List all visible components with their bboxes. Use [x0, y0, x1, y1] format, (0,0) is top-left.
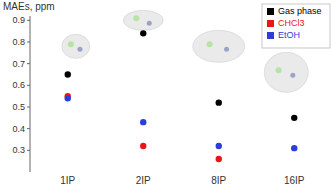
legend: Gas phase CHCl3 EtOH [262, 4, 330, 48]
y-tick [27, 85, 30, 86]
x-tick-label: 2IP [136, 175, 151, 186]
x-tick-label: 16IP [284, 175, 305, 186]
molecule-atom [77, 47, 82, 52]
legend-box [262, 4, 330, 48]
point [140, 119, 146, 125]
legend-swatch [267, 8, 274, 15]
y-tick [27, 42, 30, 43]
point [65, 71, 71, 77]
point [216, 143, 222, 149]
molecule-illustrations [62, 10, 309, 92]
legend-swatch [267, 20, 274, 27]
molecule-atom [276, 67, 282, 73]
legend-swatch [267, 32, 274, 39]
y-tick-label: 0.5 [12, 102, 25, 112]
y-tick-label: 0.7 [12, 59, 25, 69]
y-tick [27, 150, 30, 151]
y-tick [27, 107, 30, 108]
chart-container: 0.3 0.4 0.5 0.6 0.7 0.8 0.9 MAEs, ppm 1IP 2IP 8IP 1… [0, 0, 334, 189]
y-tick-label: 0.9 [12, 15, 25, 25]
molecule-atom [224, 47, 229, 52]
point [65, 95, 71, 101]
point [291, 115, 297, 121]
y-tick [27, 63, 30, 64]
y-tick [27, 20, 30, 21]
point [140, 30, 146, 36]
molecule-shell [62, 34, 90, 58]
molecule-atom [207, 41, 213, 47]
point [291, 145, 297, 151]
legend-label: EtOH [278, 30, 300, 40]
legend-label: Gas phase [278, 6, 322, 16]
molecule-shell [193, 30, 245, 62]
y-tick-label: 0.4 [12, 124, 25, 134]
y-axis-label: MAEs, ppm [3, 1, 55, 12]
chart-svg: 0.3 0.4 0.5 0.6 0.7 0.8 0.9 MAEs, ppm 1IP 2IP 8IP 1… [0, 0, 334, 189]
point [216, 156, 222, 162]
y-axis-line [30, 16, 31, 172]
y-tick [27, 128, 30, 129]
molecule-shell [264, 52, 308, 92]
molecule-shell [123, 10, 163, 30]
point [216, 99, 222, 105]
point [140, 143, 146, 149]
molecule-atom [133, 15, 139, 21]
legend-label: CHCl3 [278, 18, 305, 28]
molecule-atom [290, 73, 295, 78]
x-tick-label: 8IP [211, 175, 226, 186]
points [65, 30, 298, 162]
molecule-atom [68, 41, 74, 47]
molecule-atom [147, 21, 152, 26]
y-tick-label: 0.8 [12, 37, 25, 47]
x-tick-label: 1IP [60, 175, 75, 186]
y-tick-label: 0.6 [12, 80, 25, 90]
y-tick-label: 0.3 [12, 145, 25, 155]
